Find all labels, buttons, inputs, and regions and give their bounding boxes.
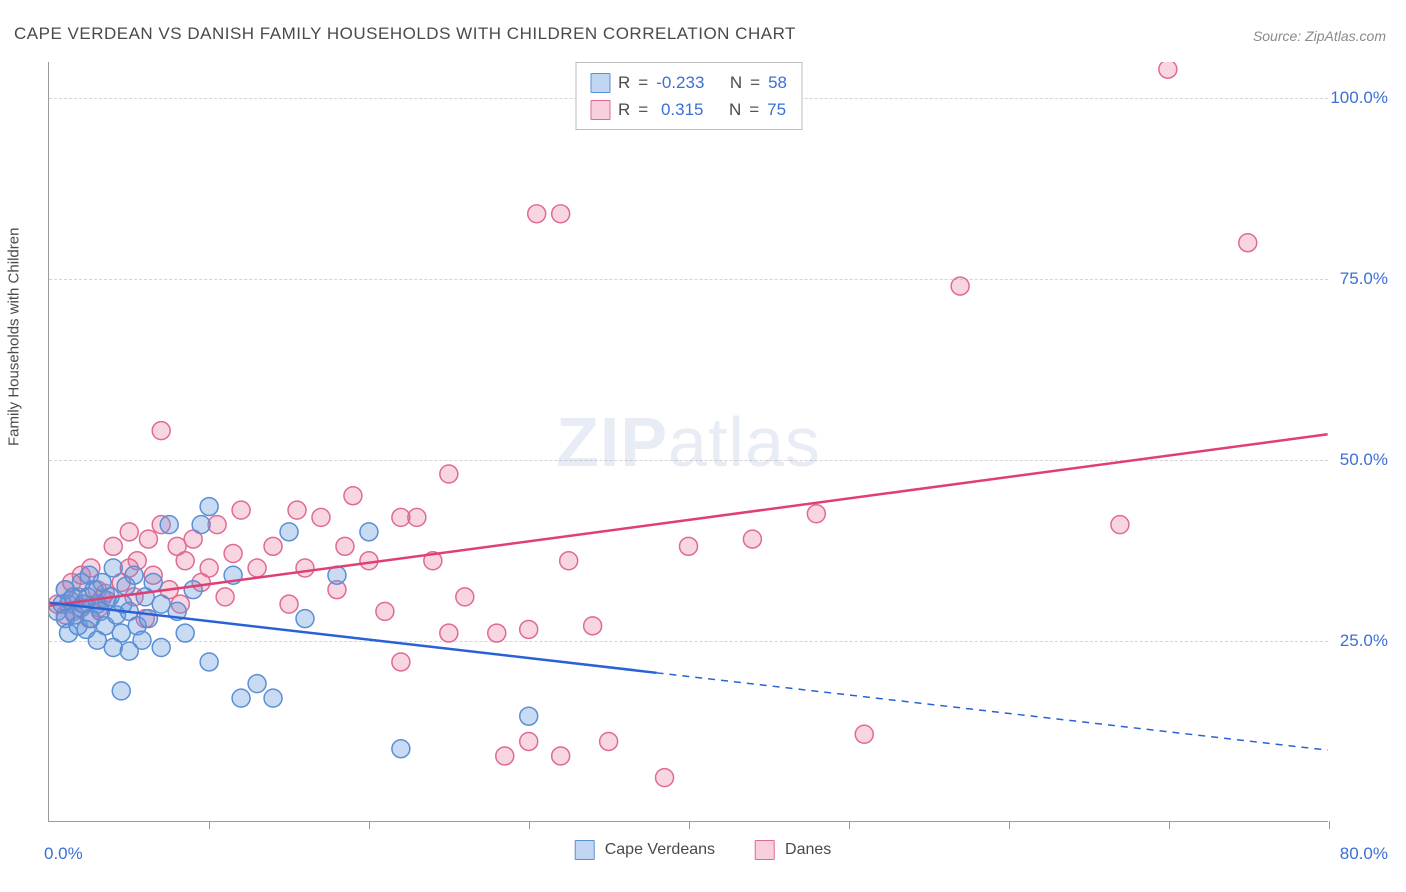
data-point <box>144 573 162 591</box>
series-legend: Cape Verdeans Danes <box>575 840 832 860</box>
data-point <box>139 530 157 548</box>
data-point <box>584 617 602 635</box>
data-point <box>125 566 143 584</box>
data-point <box>552 205 570 223</box>
data-point <box>440 624 458 642</box>
data-point <box>296 610 314 628</box>
data-point <box>496 747 514 765</box>
x-tick <box>689 821 690 829</box>
data-point <box>552 747 570 765</box>
x-axis-max-label: 80.0% <box>1340 844 1388 864</box>
trend-line <box>49 434 1327 605</box>
x-tick <box>849 821 850 829</box>
data-point <box>1111 516 1129 534</box>
data-point <box>520 707 538 725</box>
data-point <box>336 537 354 555</box>
x-tick <box>529 821 530 829</box>
legend-row-danes: R = 0.315 N = 75 <box>590 96 787 123</box>
data-point <box>520 620 538 638</box>
plot-area: ZIPatlas R = -0.233 N = 58 R = 0.315 N =… <box>48 62 1328 822</box>
x-tick <box>1009 821 1010 829</box>
correlation-legend: R = -0.233 N = 58 R = 0.315 N = 75 <box>575 62 802 130</box>
data-point <box>743 530 761 548</box>
data-point <box>408 508 426 526</box>
data-point <box>440 465 458 483</box>
scatter-svg <box>49 62 1328 821</box>
legend-item-cape-verdeans: Cape Verdeans <box>575 840 715 860</box>
data-point <box>133 631 151 649</box>
data-point <box>951 277 969 295</box>
swatch-danes <box>590 100 610 120</box>
swatch-danes <box>755 840 775 860</box>
data-point <box>600 732 618 750</box>
chart-title: CAPE VERDEAN VS DANISH FAMILY HOUSEHOLDS… <box>14 24 796 44</box>
data-point <box>200 559 218 577</box>
data-point <box>520 732 538 750</box>
x-axis-min-label: 0.0% <box>44 844 83 864</box>
data-point <box>176 552 194 570</box>
data-point <box>288 501 306 519</box>
x-tick <box>1169 821 1170 829</box>
data-point <box>1239 234 1257 252</box>
data-point <box>248 675 266 693</box>
data-point <box>176 624 194 642</box>
data-point <box>456 588 474 606</box>
data-point <box>807 505 825 523</box>
data-point <box>392 740 410 758</box>
x-tick <box>369 821 370 829</box>
data-point <box>224 545 242 563</box>
y-axis-label: Family Households with Children <box>6 228 23 446</box>
data-point <box>280 595 298 613</box>
y-tick-label: 25.0% <box>1340 631 1388 651</box>
data-point <box>104 537 122 555</box>
data-point <box>264 537 282 555</box>
data-point <box>104 559 122 577</box>
x-tick <box>1329 821 1330 829</box>
y-tick-label: 75.0% <box>1340 269 1388 289</box>
data-point <box>1159 62 1177 78</box>
data-point <box>216 588 234 606</box>
data-point <box>152 639 170 657</box>
data-point <box>296 559 314 577</box>
data-point <box>184 581 202 599</box>
data-point <box>376 602 394 620</box>
data-point <box>560 552 578 570</box>
data-point <box>192 516 210 534</box>
swatch-cape-verdeans <box>590 73 610 93</box>
data-point <box>488 624 506 642</box>
data-point <box>200 498 218 516</box>
data-point <box>200 653 218 671</box>
y-tick-label: 100.0% <box>1330 88 1388 108</box>
data-point <box>120 523 138 541</box>
data-point <box>392 653 410 671</box>
legend-row-cape-verdeans: R = -0.233 N = 58 <box>590 69 787 96</box>
data-point <box>280 523 298 541</box>
data-point <box>112 682 130 700</box>
data-point <box>160 516 178 534</box>
swatch-cape-verdeans <box>575 840 595 860</box>
data-point <box>360 523 378 541</box>
data-point <box>680 537 698 555</box>
data-point <box>232 501 250 519</box>
data-point <box>344 487 362 505</box>
legend-item-danes: Danes <box>755 840 831 860</box>
data-point <box>264 689 282 707</box>
data-point <box>855 725 873 743</box>
data-point <box>232 689 250 707</box>
source-attribution: Source: ZipAtlas.com <box>1253 28 1386 44</box>
data-point <box>248 559 266 577</box>
y-tick-label: 50.0% <box>1340 450 1388 470</box>
x-tick <box>209 821 210 829</box>
data-point <box>312 508 330 526</box>
data-point <box>152 422 170 440</box>
trend-line-extrapolated <box>657 673 1328 750</box>
data-point <box>528 205 546 223</box>
data-point <box>656 769 674 787</box>
